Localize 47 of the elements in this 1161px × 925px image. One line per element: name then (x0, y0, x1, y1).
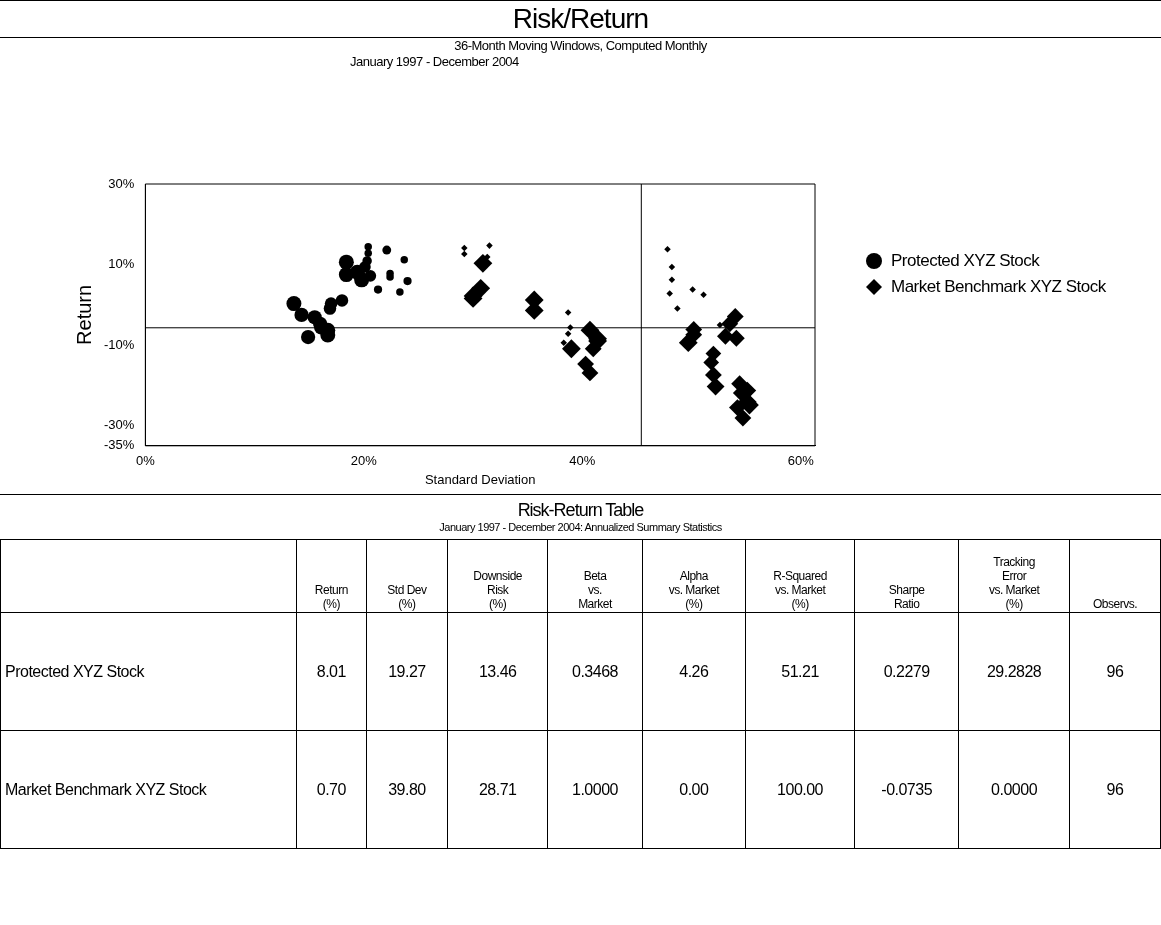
y-tick-label: 10% (108, 256, 135, 272)
text: 100.00 (745, 730, 855, 849)
text: 8.01 (296, 612, 367, 731)
text: January 1997 - December 2004 (350, 54, 519, 69)
text: 13.46 (447, 612, 548, 731)
text: Downside Risk (%) (447, 539, 548, 613)
y-axis-title: Return (72, 284, 95, 345)
y-tick-label: -35% (103, 437, 135, 453)
legend-label: Market Benchmark XYZ Stock (891, 276, 1106, 298)
text: R-Squared vs. Market (%) (745, 539, 855, 613)
text: 29.2828 (958, 612, 1070, 731)
text: 0.0000 (958, 730, 1070, 849)
text: Observs. (1069, 539, 1161, 613)
text: Sharpe Ratio (854, 539, 959, 613)
text: 28.71 (447, 730, 548, 849)
text: Protected XYZ Stock (0, 612, 297, 731)
text: 0.2279 (854, 612, 959, 731)
text: 0.3468 (547, 612, 643, 731)
x-axis-title: Standard Deviation (424, 471, 536, 487)
text: 96 (1069, 612, 1161, 731)
y-tick-label: -30% (103, 417, 135, 433)
text: 0.70 (296, 730, 367, 849)
text: Beta vs. Market (547, 539, 643, 613)
y-tick-label: -10% (103, 336, 135, 352)
text: Alpha vs. Market (%) (642, 539, 746, 613)
chart-subtitle: 36-Month Moving Windows, Computed Monthly (453, 38, 708, 53)
text: 0.00 (642, 730, 746, 849)
text: Risk-Return Table (516, 499, 645, 521)
text: 1.0000 (547, 730, 643, 849)
text: January 1997 - December 2004: Annualized Summary Statistics (438, 521, 723, 533)
text: Return (%) (296, 539, 367, 613)
text: 4.26 (642, 612, 746, 731)
text: 39.80 (366, 730, 448, 849)
text: 96 (1069, 730, 1161, 849)
text: 19.27 (366, 612, 448, 731)
text: Market Benchmark XYZ Stock (0, 730, 297, 849)
x-tick-label: 40% (569, 453, 596, 469)
legend-label: Protected XYZ Stock (891, 250, 1040, 272)
text: Std Dev (%) (366, 539, 448, 613)
chart-title: Risk/Return (0, 0, 1161, 38)
text: 51.21 (745, 612, 855, 731)
x-tick-label: 20% (350, 453, 378, 469)
text: Tracking Error vs. Market (%) (958, 539, 1070, 613)
y-tick-label: 30% (108, 175, 135, 191)
x-tick-label: 0% (135, 453, 156, 469)
text: -0.0735 (854, 730, 959, 849)
x-tick-label: 60% (787, 453, 815, 469)
